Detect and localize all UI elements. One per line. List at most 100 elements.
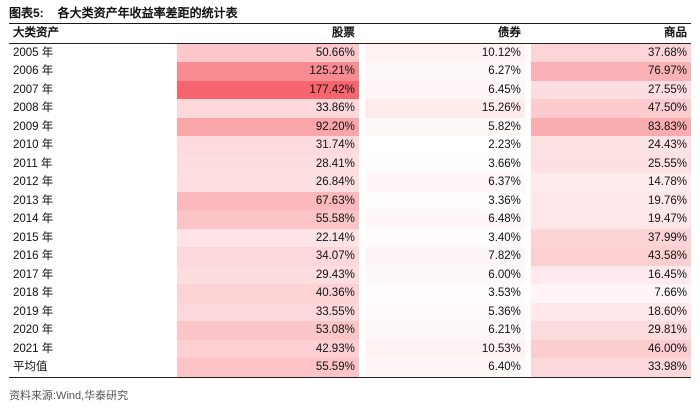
cell-stocks: 40.36%	[177, 284, 359, 303]
cell-bonds: 6.00%	[364, 265, 525, 284]
cell-commodities: 37.68%	[530, 43, 691, 62]
cell-commodities: 14.78%	[530, 173, 691, 192]
table-row: 2019 年 33.55% 5.36% 18.60%	[9, 302, 691, 321]
cell-stocks: 92.20%	[177, 117, 359, 136]
column-gap	[524, 173, 531, 192]
column-gap	[358, 228, 365, 247]
column-gap	[358, 358, 365, 378]
cell-commodities: 24.43%	[530, 136, 691, 155]
cell-commodities: 18.60%	[530, 302, 691, 321]
column-gap	[358, 210, 365, 229]
row-label: 2011 年	[13, 157, 53, 170]
cell-stocks: 55.58%	[177, 210, 359, 229]
table-row: 2007 年 177.42% 6.45% 27.55%	[9, 80, 691, 99]
column-gap	[524, 210, 531, 229]
cell-bonds: 6.45%	[364, 80, 525, 99]
row-label: 2021 年	[13, 342, 54, 355]
cell-stocks: 67.63%	[177, 191, 359, 210]
row-label: 2016 年	[13, 250, 54, 262]
column-gap	[524, 339, 531, 358]
table-row: 2020 年 53.08% 6.21% 29.81%	[9, 321, 691, 340]
table-row: 2009 年 92.20% 5.82% 83.83%	[9, 117, 691, 136]
table-row: 2015 年 22.14% 3.40% 37.99%	[9, 228, 691, 247]
table-row: 2005 年 50.66% 10.12% 37.68%	[9, 43, 691, 62]
cell-commodities: 16.45%	[530, 265, 691, 284]
cell-commodities: 29.81%	[530, 321, 691, 340]
row-label: 2010 年	[13, 139, 54, 151]
cell-stocks: 55.59%	[177, 358, 359, 378]
column-gap	[358, 117, 365, 136]
row-label: 2018 年	[13, 287, 54, 299]
row-label: 2006 年	[13, 65, 54, 77]
cell-commodities: 25.55%	[530, 154, 691, 173]
row-label: 2014 年	[13, 213, 54, 225]
cell-stocks: 28.41%	[177, 154, 359, 173]
row-label: 2019 年	[13, 305, 54, 318]
header-stocks: 股票	[177, 24, 359, 44]
column-gap	[524, 321, 531, 340]
cell-stocks: 26.84%	[177, 173, 359, 192]
header-category: 大类资产	[9, 24, 177, 44]
cell-bonds: 15.26%	[364, 99, 525, 118]
column-gap	[524, 358, 531, 378]
cell-commodities: 37.99%	[530, 228, 691, 247]
column-gap	[524, 62, 531, 81]
cell-stocks: 29.43%	[177, 265, 359, 284]
cell-bonds: 6.40%	[364, 358, 525, 378]
cell-bonds: 10.53%	[364, 339, 525, 358]
row-label: 2007 年	[13, 83, 54, 96]
column-gap	[358, 62, 365, 81]
column-gap	[524, 191, 531, 210]
figure-title: 图表5: 各大类资产年收益率差距的统计表	[9, 4, 691, 24]
header-commodities: 商品	[530, 24, 691, 44]
row-label: 2008 年	[13, 102, 54, 114]
row-label: 2013 年	[13, 194, 54, 207]
cell-commodities: 83.83%	[530, 117, 691, 136]
column-gap	[524, 228, 531, 247]
cell-bonds: 6.27%	[364, 62, 525, 81]
cell-bonds: 3.40%	[364, 228, 525, 247]
table-row: 2013 年 67.63% 3.36% 19.76%	[9, 191, 691, 210]
column-gap	[358, 284, 365, 303]
table-row: 2021 年 42.93% 10.53% 46.00%	[9, 339, 691, 358]
row-label: 2009 年	[13, 120, 54, 133]
table-row: 2017 年 29.43% 6.00% 16.45%	[9, 265, 691, 284]
cell-stocks: 33.86%	[177, 99, 359, 118]
column-gap	[524, 265, 531, 284]
figure-title-text: 各大类资产年收益率差距的统计表	[57, 6, 238, 20]
cell-stocks: 22.14%	[177, 228, 359, 247]
row-label: 2005 年	[13, 46, 54, 59]
header-bonds: 债券	[364, 24, 525, 44]
table-row: 2018 年 40.36% 3.53% 7.66%	[9, 284, 691, 303]
cell-bonds: 3.66%	[364, 154, 525, 173]
cell-bonds: 3.36%	[364, 191, 525, 210]
table-header-row: 大类资产 股票 债券 商品	[9, 24, 691, 44]
cell-stocks: 42.93%	[177, 339, 359, 358]
row-label: 2020 年	[13, 324, 54, 336]
figure-number: 图表5:	[9, 6, 44, 20]
cell-commodities: 19.47%	[530, 210, 691, 229]
cell-commodities: 76.97%	[530, 62, 691, 81]
cell-stocks: 177.42%	[177, 80, 359, 99]
row-label: 2015 年	[13, 231, 54, 244]
cell-bonds: 6.48%	[364, 210, 525, 229]
column-gap	[524, 247, 531, 266]
row-label: 2012 年	[13, 176, 54, 188]
table-row: 2010 年 31.74% 2.23% 24.43%	[9, 136, 691, 155]
column-gap	[358, 43, 365, 62]
cell-bonds: 2.23%	[364, 136, 525, 155]
column-gap	[358, 191, 365, 210]
cell-bonds: 5.82%	[364, 117, 525, 136]
column-gap	[358, 154, 365, 173]
cell-stocks: 50.66%	[177, 43, 359, 62]
column-gap	[358, 247, 365, 266]
cell-bonds: 6.21%	[364, 321, 525, 340]
source-note: 资料来源:Wind,华泰研究	[9, 390, 129, 402]
returns-table: 大类资产 股票 债券 商品 2005 年 50.66% 10.12% 37.68% 20…	[9, 24, 691, 378]
table-row: 2006 年 125.21% 6.27% 76.97%	[9, 62, 691, 81]
column-gap	[358, 99, 365, 118]
cell-commodities: 27.55%	[530, 80, 691, 99]
column-gap	[524, 154, 531, 173]
cell-bonds: 5.36%	[364, 302, 525, 321]
cell-commodities: 43.58%	[530, 247, 691, 266]
